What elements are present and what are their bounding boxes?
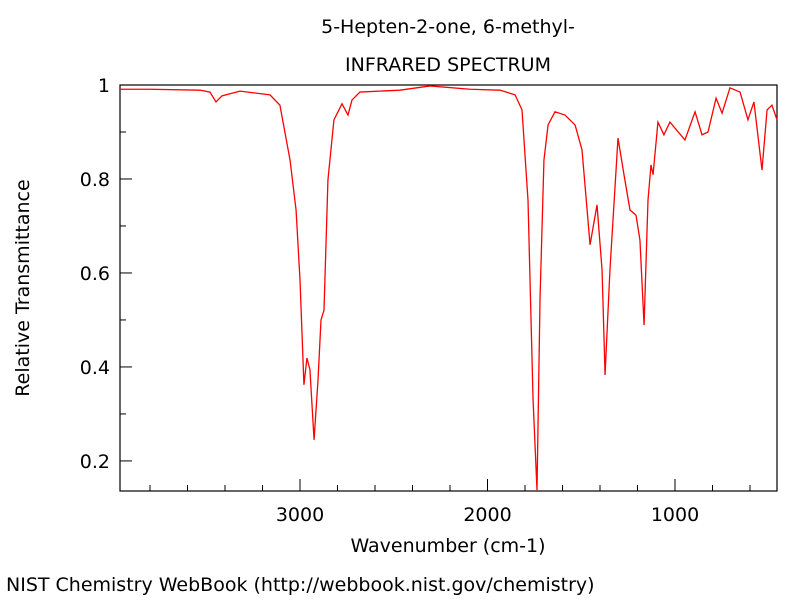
- y-tick-label: 0.6: [80, 263, 110, 285]
- x-axis-label: Wavenumber (cm-1): [350, 535, 545, 557]
- spectrum-line: [120, 85, 778, 491]
- y-axis-label: Relative Transmittance: [12, 179, 34, 396]
- y-tick-label: 0.2: [80, 451, 110, 473]
- x-tick-label: 2000: [463, 504, 511, 526]
- x-tick-label: 1000: [651, 504, 699, 526]
- chart-subtitle: INFRARED SPECTRUM: [345, 54, 551, 76]
- plot-frame: [119, 84, 778, 492]
- y-tick-label: 1: [98, 75, 110, 97]
- source-note: NIST Chemistry WebBook (http://webbook.n…: [6, 574, 595, 596]
- x-tick-label: 3000: [276, 504, 324, 526]
- y-tick-label: 0.4: [80, 357, 110, 379]
- y-tick-label: 0.8: [80, 169, 110, 191]
- chart-title: 5-Hepten-2-one, 6-methyl-: [321, 16, 575, 38]
